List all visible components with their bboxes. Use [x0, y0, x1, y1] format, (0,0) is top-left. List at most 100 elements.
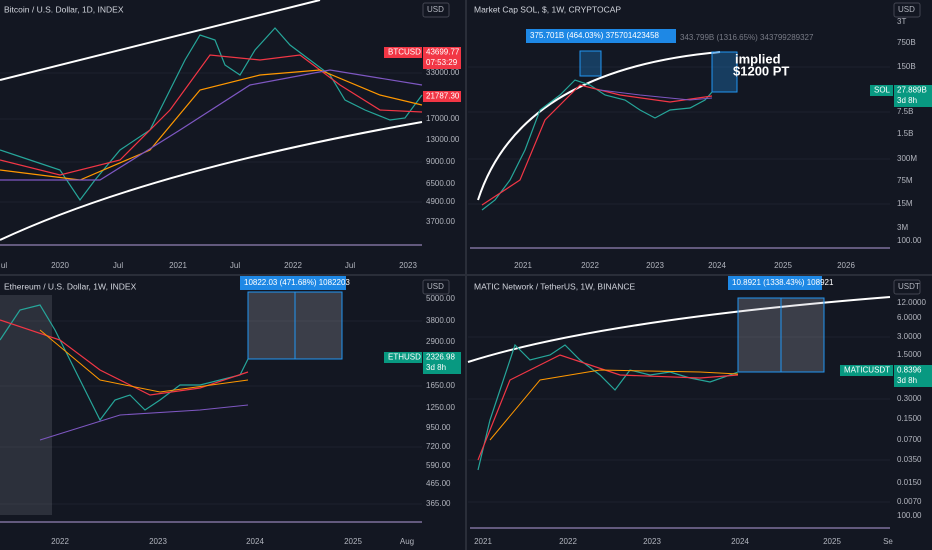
- price-label: 2900.00: [426, 337, 455, 346]
- price-label: 0.3000: [897, 394, 922, 403]
- price-label: 465.00: [426, 479, 451, 488]
- countdown: 3d 8h: [897, 96, 917, 105]
- symbol: ETHUSD: [388, 353, 421, 362]
- price: 43699.77: [426, 48, 460, 57]
- price: 21787.30: [426, 92, 460, 101]
- time-label: Se: [883, 537, 893, 546]
- price-label: 1250.00: [426, 403, 455, 412]
- price-label: 0.1500: [897, 414, 922, 423]
- time-label: Jul: [345, 261, 355, 270]
- time-label: ul: [1, 261, 7, 270]
- sol-chart: [470, 50, 890, 249]
- symbol-tag: [384, 352, 422, 363]
- measure-box: [728, 276, 822, 290]
- symbol: BTCUSD: [388, 48, 421, 57]
- annotation: 375.701B (464.03%) 375701423458: [530, 31, 660, 40]
- panel-title: MATIC Network / TetherUS, 1W, BINANCE: [474, 281, 636, 291]
- time-label: 2023: [643, 537, 661, 546]
- price-label: 5000.00: [426, 294, 455, 303]
- symbol: MATICUSDT: [844, 366, 890, 375]
- price: 2326.98: [426, 353, 455, 362]
- price-label: 6.0000: [897, 313, 922, 322]
- price-label: 13000.00: [426, 135, 460, 144]
- currency: USD: [898, 5, 915, 14]
- countdown: 3d 8h: [897, 376, 917, 385]
- price-label: 3.0000: [897, 332, 922, 341]
- price-label: 12.0000: [897, 298, 926, 307]
- price: 27.889B: [897, 86, 927, 95]
- price-label: 750B: [897, 38, 916, 47]
- time-label: Jul: [230, 261, 240, 270]
- price-label: 1.5000: [897, 350, 922, 359]
- price-label: 720.00: [426, 442, 451, 451]
- time-label: 2025: [774, 261, 792, 270]
- panel-title: Bitcoin / U.S. Dollar, 1D, INDEX: [4, 4, 124, 14]
- time-label: Aug: [400, 537, 414, 546]
- price-label: 3800.00: [426, 316, 455, 325]
- measure-box: [526, 29, 676, 43]
- price-label: 100.00: [897, 236, 922, 245]
- time-label: 2020: [51, 261, 69, 270]
- price-tag: [894, 85, 932, 107]
- time-label: 2022: [559, 537, 577, 546]
- btc-chart: [0, 0, 423, 246]
- price-tag: [423, 352, 461, 374]
- symbol-tag: [840, 365, 893, 376]
- time-label: 2024: [708, 261, 726, 270]
- currency: USD: [427, 5, 444, 14]
- price-label: 7.5B: [897, 107, 913, 116]
- time-label: 2023: [399, 261, 417, 270]
- price-tag: [894, 365, 932, 387]
- currency-button: [422, 279, 450, 295]
- measure-box: [240, 276, 346, 290]
- price-label: 0.0070: [897, 497, 922, 506]
- price-label: 0.0350: [897, 455, 922, 464]
- time-label: 2025: [344, 537, 362, 546]
- price-label: 0.0700: [897, 435, 922, 444]
- currency: USDT: [898, 282, 920, 291]
- countdown: 07:53:29: [426, 58, 458, 67]
- time-label: 2023: [646, 261, 664, 270]
- price-label: 300M: [897, 154, 917, 163]
- price-label: 75M: [897, 176, 913, 185]
- time-label: 2025: [823, 537, 841, 546]
- symbol-tag: [384, 47, 422, 58]
- annotation: 10822.03 (471.68%) 1082203: [244, 278, 350, 287]
- price-tag: [423, 47, 461, 69]
- time-label: 2023: [149, 537, 167, 546]
- price: 0.8396: [897, 366, 922, 375]
- time-label: 2021: [474, 537, 492, 546]
- time-label: 2022: [51, 537, 69, 546]
- currency-button: [422, 2, 450, 18]
- price-label: 3700.00: [426, 217, 455, 226]
- time-label: 2022: [581, 261, 599, 270]
- matic-chart: [467, 296, 891, 529]
- price-label: 6500.00: [426, 179, 455, 188]
- eth-chart: [0, 291, 422, 523]
- price-label: 33000.00: [426, 68, 460, 77]
- annotation: implied: [735, 51, 781, 66]
- price-label: 950.00: [426, 423, 451, 432]
- annotation: $1200 PT: [733, 63, 789, 78]
- currency: USD: [427, 282, 444, 291]
- currency-button: [893, 279, 921, 295]
- symbol-tag: [870, 85, 893, 96]
- annotation: 343.799B (1316.65%) 343799289327: [680, 33, 814, 42]
- time-label: 2022: [284, 261, 302, 270]
- time-label: 2024: [246, 537, 264, 546]
- panel-title: Market Cap SOL, $, 1W, CRYPTOCAP: [474, 4, 621, 14]
- time-label: 2021: [169, 261, 187, 270]
- price-label: 1.5B: [897, 129, 913, 138]
- price-label: 150B: [897, 62, 916, 71]
- time-label: Jul: [113, 261, 123, 270]
- price-label: 15M: [897, 199, 913, 208]
- price-label: 3M: [897, 223, 908, 232]
- price-label: 1650.00: [426, 381, 455, 390]
- time-label: 2021: [514, 261, 532, 270]
- price-label: 0.0150: [897, 478, 922, 487]
- symbol: SOL: [874, 86, 891, 95]
- price-label: 100.00: [897, 511, 922, 520]
- panel-title: Ethereum / U.S. Dollar, 1W, INDEX: [4, 281, 137, 291]
- annotation: 10.8921 (1338.43%) 108921: [732, 278, 834, 287]
